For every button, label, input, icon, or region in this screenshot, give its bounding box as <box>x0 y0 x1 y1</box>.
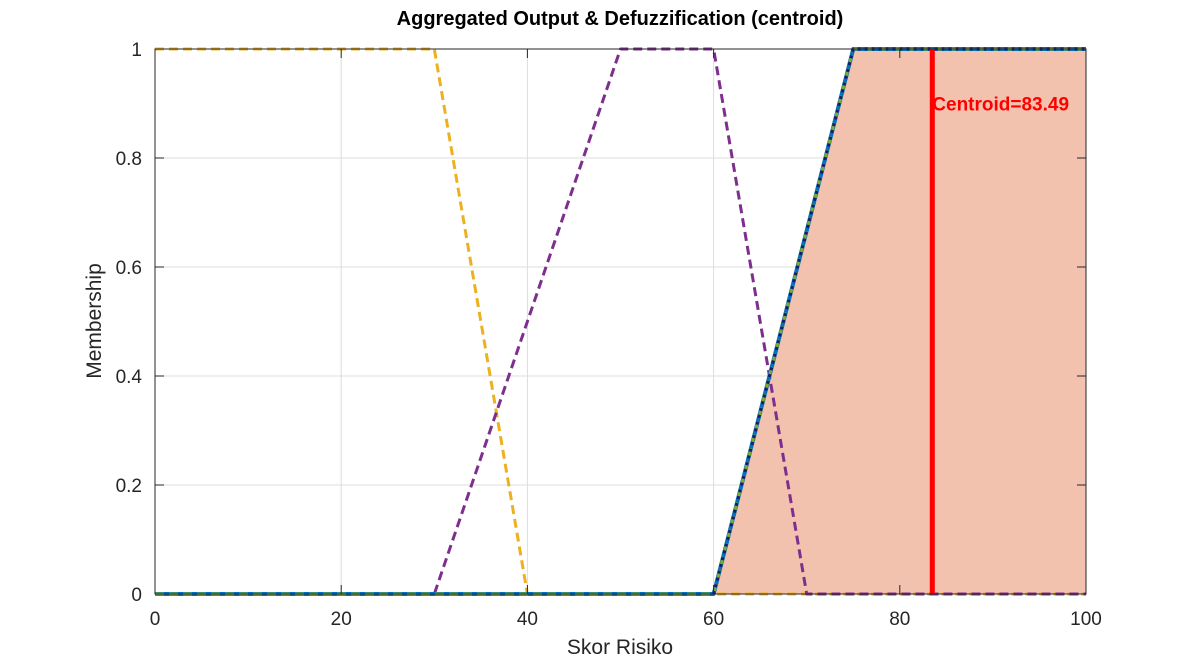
y-tick-label: 0.8 <box>116 149 142 170</box>
x-tick-label: 100 <box>1070 609 1102 630</box>
y-tick-label: 1 <box>131 40 142 61</box>
tick-layer: 0 20 40 60 80 100 0 0.2 0.4 0.6 0.8 1 <box>116 40 1102 630</box>
y-tick-label: 0.4 <box>116 367 143 388</box>
y-axis-label: Membership <box>83 263 106 379</box>
plot-frame <box>154 48 1087 595</box>
x-tick-label: 40 <box>517 609 538 630</box>
fill-layer <box>713 49 1086 594</box>
centroid-label: Centroid=83.49 <box>932 95 1069 116</box>
y-tick-label: 0 <box>131 585 142 606</box>
y-tick-label: 0.2 <box>116 476 142 497</box>
x-tick-label: 0 <box>150 609 161 630</box>
x-tick-label: 80 <box>889 609 910 630</box>
x-tick-label: 60 <box>703 609 724 630</box>
x-axis-label: Skor Risiko <box>567 636 673 659</box>
y-tick-label: 0.6 <box>116 258 142 279</box>
centroid-layer: Centroid=83.49 <box>929 49 1069 594</box>
chart-title: Aggregated Output & Defuzzification (cen… <box>397 8 844 30</box>
x-tick-label: 20 <box>331 609 352 630</box>
aggregated-area <box>713 49 1086 594</box>
